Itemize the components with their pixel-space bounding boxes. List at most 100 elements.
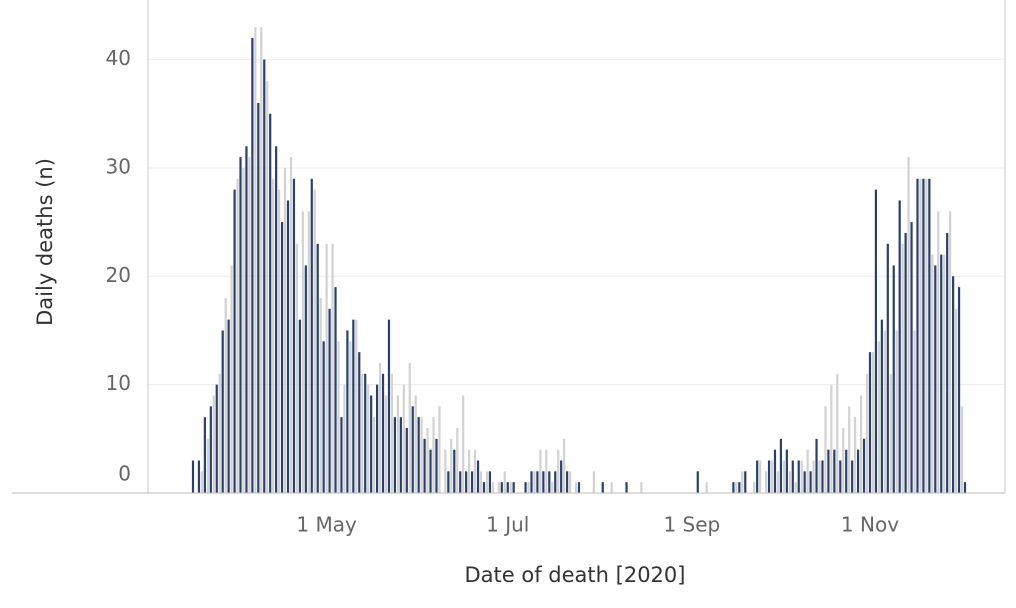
bar — [453, 449, 456, 493]
bar — [960, 406, 964, 493]
bar — [859, 395, 863, 493]
bar — [304, 265, 307, 493]
y-tick-label: 10 — [106, 371, 131, 395]
bar — [269, 113, 272, 494]
bar — [741, 471, 744, 493]
bar — [444, 449, 447, 493]
bar — [886, 243, 889, 493]
bar — [482, 482, 486, 493]
bar — [343, 384, 346, 493]
y-axis-title: Daily deaths (n) — [33, 158, 57, 326]
bar — [818, 460, 821, 493]
bar — [895, 330, 898, 493]
bar — [402, 384, 405, 493]
bar — [423, 438, 426, 493]
bar — [527, 482, 530, 493]
bar — [420, 417, 423, 493]
bar — [910, 222, 913, 493]
bar — [925, 178, 928, 493]
bar — [756, 460, 759, 493]
bar — [500, 482, 503, 493]
bar — [937, 211, 940, 494]
bar — [732, 482, 735, 493]
bar — [263, 59, 266, 493]
bar — [396, 395, 399, 493]
bar — [191, 460, 195, 493]
bar — [286, 200, 290, 493]
bar — [640, 482, 643, 493]
bar — [883, 330, 886, 493]
bar — [767, 460, 771, 493]
bar — [862, 438, 866, 493]
bar — [236, 178, 239, 493]
bar — [577, 482, 581, 493]
bar — [949, 211, 952, 494]
bar — [874, 189, 878, 493]
bar — [387, 319, 391, 493]
bar — [367, 384, 370, 493]
bar — [625, 482, 628, 493]
bar — [447, 471, 450, 493]
bar — [560, 460, 563, 493]
bar — [298, 319, 301, 493]
bar — [307, 211, 310, 494]
bar — [952, 276, 955, 493]
bar — [830, 384, 833, 493]
bar — [203, 417, 206, 493]
bar — [785, 449, 788, 493]
bar — [438, 406, 441, 493]
y-tick-label: 0 — [118, 462, 131, 486]
bar — [931, 254, 934, 493]
bar — [809, 471, 812, 493]
bar — [251, 37, 254, 494]
bar — [533, 471, 536, 493]
bar — [435, 438, 438, 493]
bar — [916, 178, 919, 493]
bar — [491, 482, 494, 493]
bar — [233, 189, 236, 493]
bar — [337, 341, 340, 493]
bar — [806, 449, 809, 493]
bar — [848, 406, 851, 493]
bar — [459, 471, 462, 493]
bar — [476, 460, 480, 493]
bar — [280, 222, 284, 493]
bar — [334, 287, 337, 493]
bar — [946, 232, 949, 493]
bar — [601, 482, 604, 493]
bar — [266, 81, 269, 493]
bar — [456, 427, 459, 493]
bar — [340, 417, 343, 493]
bar — [871, 352, 875, 493]
bar — [227, 319, 230, 493]
bar — [405, 427, 408, 493]
bar — [854, 417, 857, 493]
bar — [450, 438, 453, 493]
bar — [551, 482, 554, 493]
bar — [759, 460, 762, 493]
bar — [821, 460, 824, 493]
bar — [381, 373, 385, 493]
bar — [919, 178, 922, 493]
bar — [506, 482, 509, 493]
bar — [536, 471, 539, 493]
bar — [488, 471, 492, 493]
bar — [776, 471, 780, 493]
bar — [812, 460, 815, 493]
bar — [316, 243, 319, 493]
bar — [901, 243, 904, 493]
bar — [889, 373, 892, 493]
bar — [922, 178, 925, 493]
bar — [610, 482, 613, 493]
bar — [845, 449, 848, 493]
bar — [275, 146, 278, 493]
bar — [358, 352, 361, 493]
bar — [827, 449, 830, 493]
bar — [361, 373, 364, 493]
bar — [322, 341, 325, 493]
bar — [221, 330, 224, 493]
bar — [568, 471, 572, 493]
bar — [913, 330, 916, 493]
